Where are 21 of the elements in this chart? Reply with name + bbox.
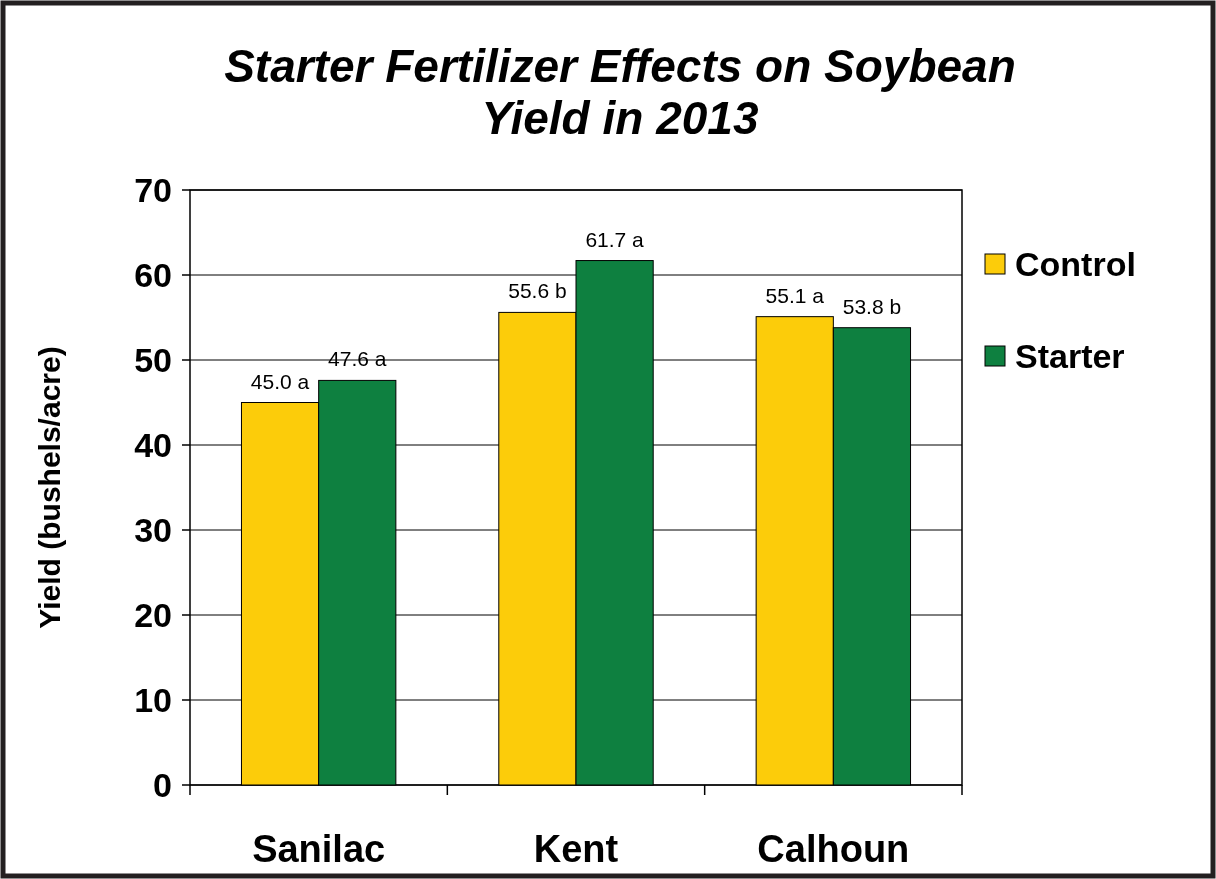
y-tick-label: 10 <box>134 680 172 719</box>
legend-label: Starter <box>1015 336 1125 375</box>
y-tick-label: 40 <box>134 425 172 464</box>
chart-title: Starter Fertilizer Effects on Soybean Yield in 2013 <box>224 40 1016 144</box>
y-tick-label: 50 <box>134 340 172 379</box>
data-label: 61.7 a <box>585 227 645 251</box>
y-tick-label: 30 <box>134 510 172 549</box>
data-label: 55.1 a <box>765 283 825 307</box>
x-tick-label: Calhoun <box>757 828 910 870</box>
x-tick-label: Sanilac <box>252 828 386 870</box>
x-tick-label: Kent <box>533 828 619 870</box>
data-label: 47.6 a <box>328 347 387 371</box>
data-label: 45.0 a <box>250 369 310 393</box>
y-tick-label: 70 <box>134 170 172 209</box>
data-label: 53.8 b <box>842 294 902 318</box>
y-tick-label: 0 <box>153 765 172 804</box>
y-tick-label: 60 <box>134 255 172 294</box>
y-tick-label: 20 <box>134 595 172 634</box>
legend-label: Control <box>1015 244 1136 283</box>
y-axis-title: Yield (bushels/acre) <box>33 346 66 629</box>
data-label: 55.6 b <box>508 279 567 303</box>
